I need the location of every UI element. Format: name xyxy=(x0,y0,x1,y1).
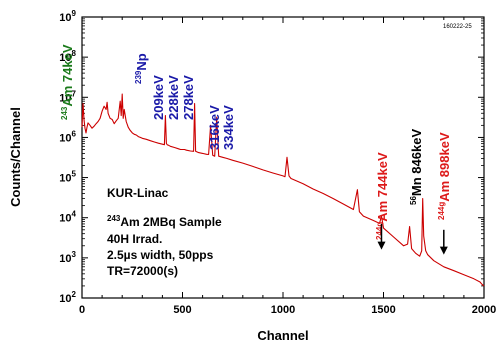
measurement-notes: KUR-Linac 243Am 2MBq Sample 40H Irrad. 2… xyxy=(107,186,222,278)
x-tick-labels: 0 500 1000 1500 2000 xyxy=(79,304,496,316)
y-tick-label: 108 xyxy=(59,49,76,64)
y-tick-label: 105 xyxy=(59,170,76,185)
y-tick-label: 106 xyxy=(59,129,76,144)
x-tick-label: 2000 xyxy=(472,304,496,316)
arrow-898-head xyxy=(439,246,448,255)
x-tick-label: 1000 xyxy=(271,304,295,316)
annotation-am744: 244gAm 744keV xyxy=(375,152,390,240)
y-tick-label: 109 xyxy=(59,9,76,24)
y-tick-label: 107 xyxy=(59,89,76,104)
note-facility: KUR-Linac xyxy=(107,186,169,200)
axis-ticks xyxy=(81,16,485,299)
spectrum-line xyxy=(81,93,485,287)
y-axis-title: Counts/Channel xyxy=(8,107,23,207)
peak-arrows xyxy=(377,223,448,255)
annotation-np239: 239Np xyxy=(134,53,149,84)
note-sample: 243Am 2MBq Sample xyxy=(107,214,222,229)
annotation-mn846: 56Mn 846keV xyxy=(409,129,424,205)
figure-id: 160222-25 xyxy=(443,24,472,30)
y-tick-label: 103 xyxy=(59,250,76,265)
plot-area xyxy=(81,16,485,299)
note-pulse: 2.5µs width, 50pps xyxy=(107,248,214,262)
annotation-228kev: 228keV xyxy=(166,75,181,120)
annotation-am898: 244gAm 898keV xyxy=(437,132,452,220)
y-tick-label: 104 xyxy=(59,210,76,225)
arrow-744-head xyxy=(377,241,386,250)
y-tick-label: 102 xyxy=(59,290,76,305)
annotation-334kev: 334keV xyxy=(221,105,236,150)
peak-annotations: 243Am 74keV 239Np 209keV 228keV 278keV 3… xyxy=(60,44,452,240)
x-tick-label: 500 xyxy=(173,304,191,316)
annotation-am243: 243Am 74keV xyxy=(60,44,75,120)
annotation-209kev: 209keV xyxy=(151,75,166,120)
note-tr: TR=72000(s) xyxy=(107,264,178,278)
note-irradiation: 40H Irrad. xyxy=(107,232,162,246)
y-tick-labels: 102 103 104 105 106 107 108 109 xyxy=(59,9,76,305)
x-axis-title: Channel xyxy=(257,328,308,343)
x-tick-label: 0 xyxy=(79,304,85,316)
x-tick-label: 1500 xyxy=(371,304,395,316)
annotation-316kev: 316keV xyxy=(207,105,222,150)
annotation-278kev: 278keV xyxy=(181,75,196,120)
